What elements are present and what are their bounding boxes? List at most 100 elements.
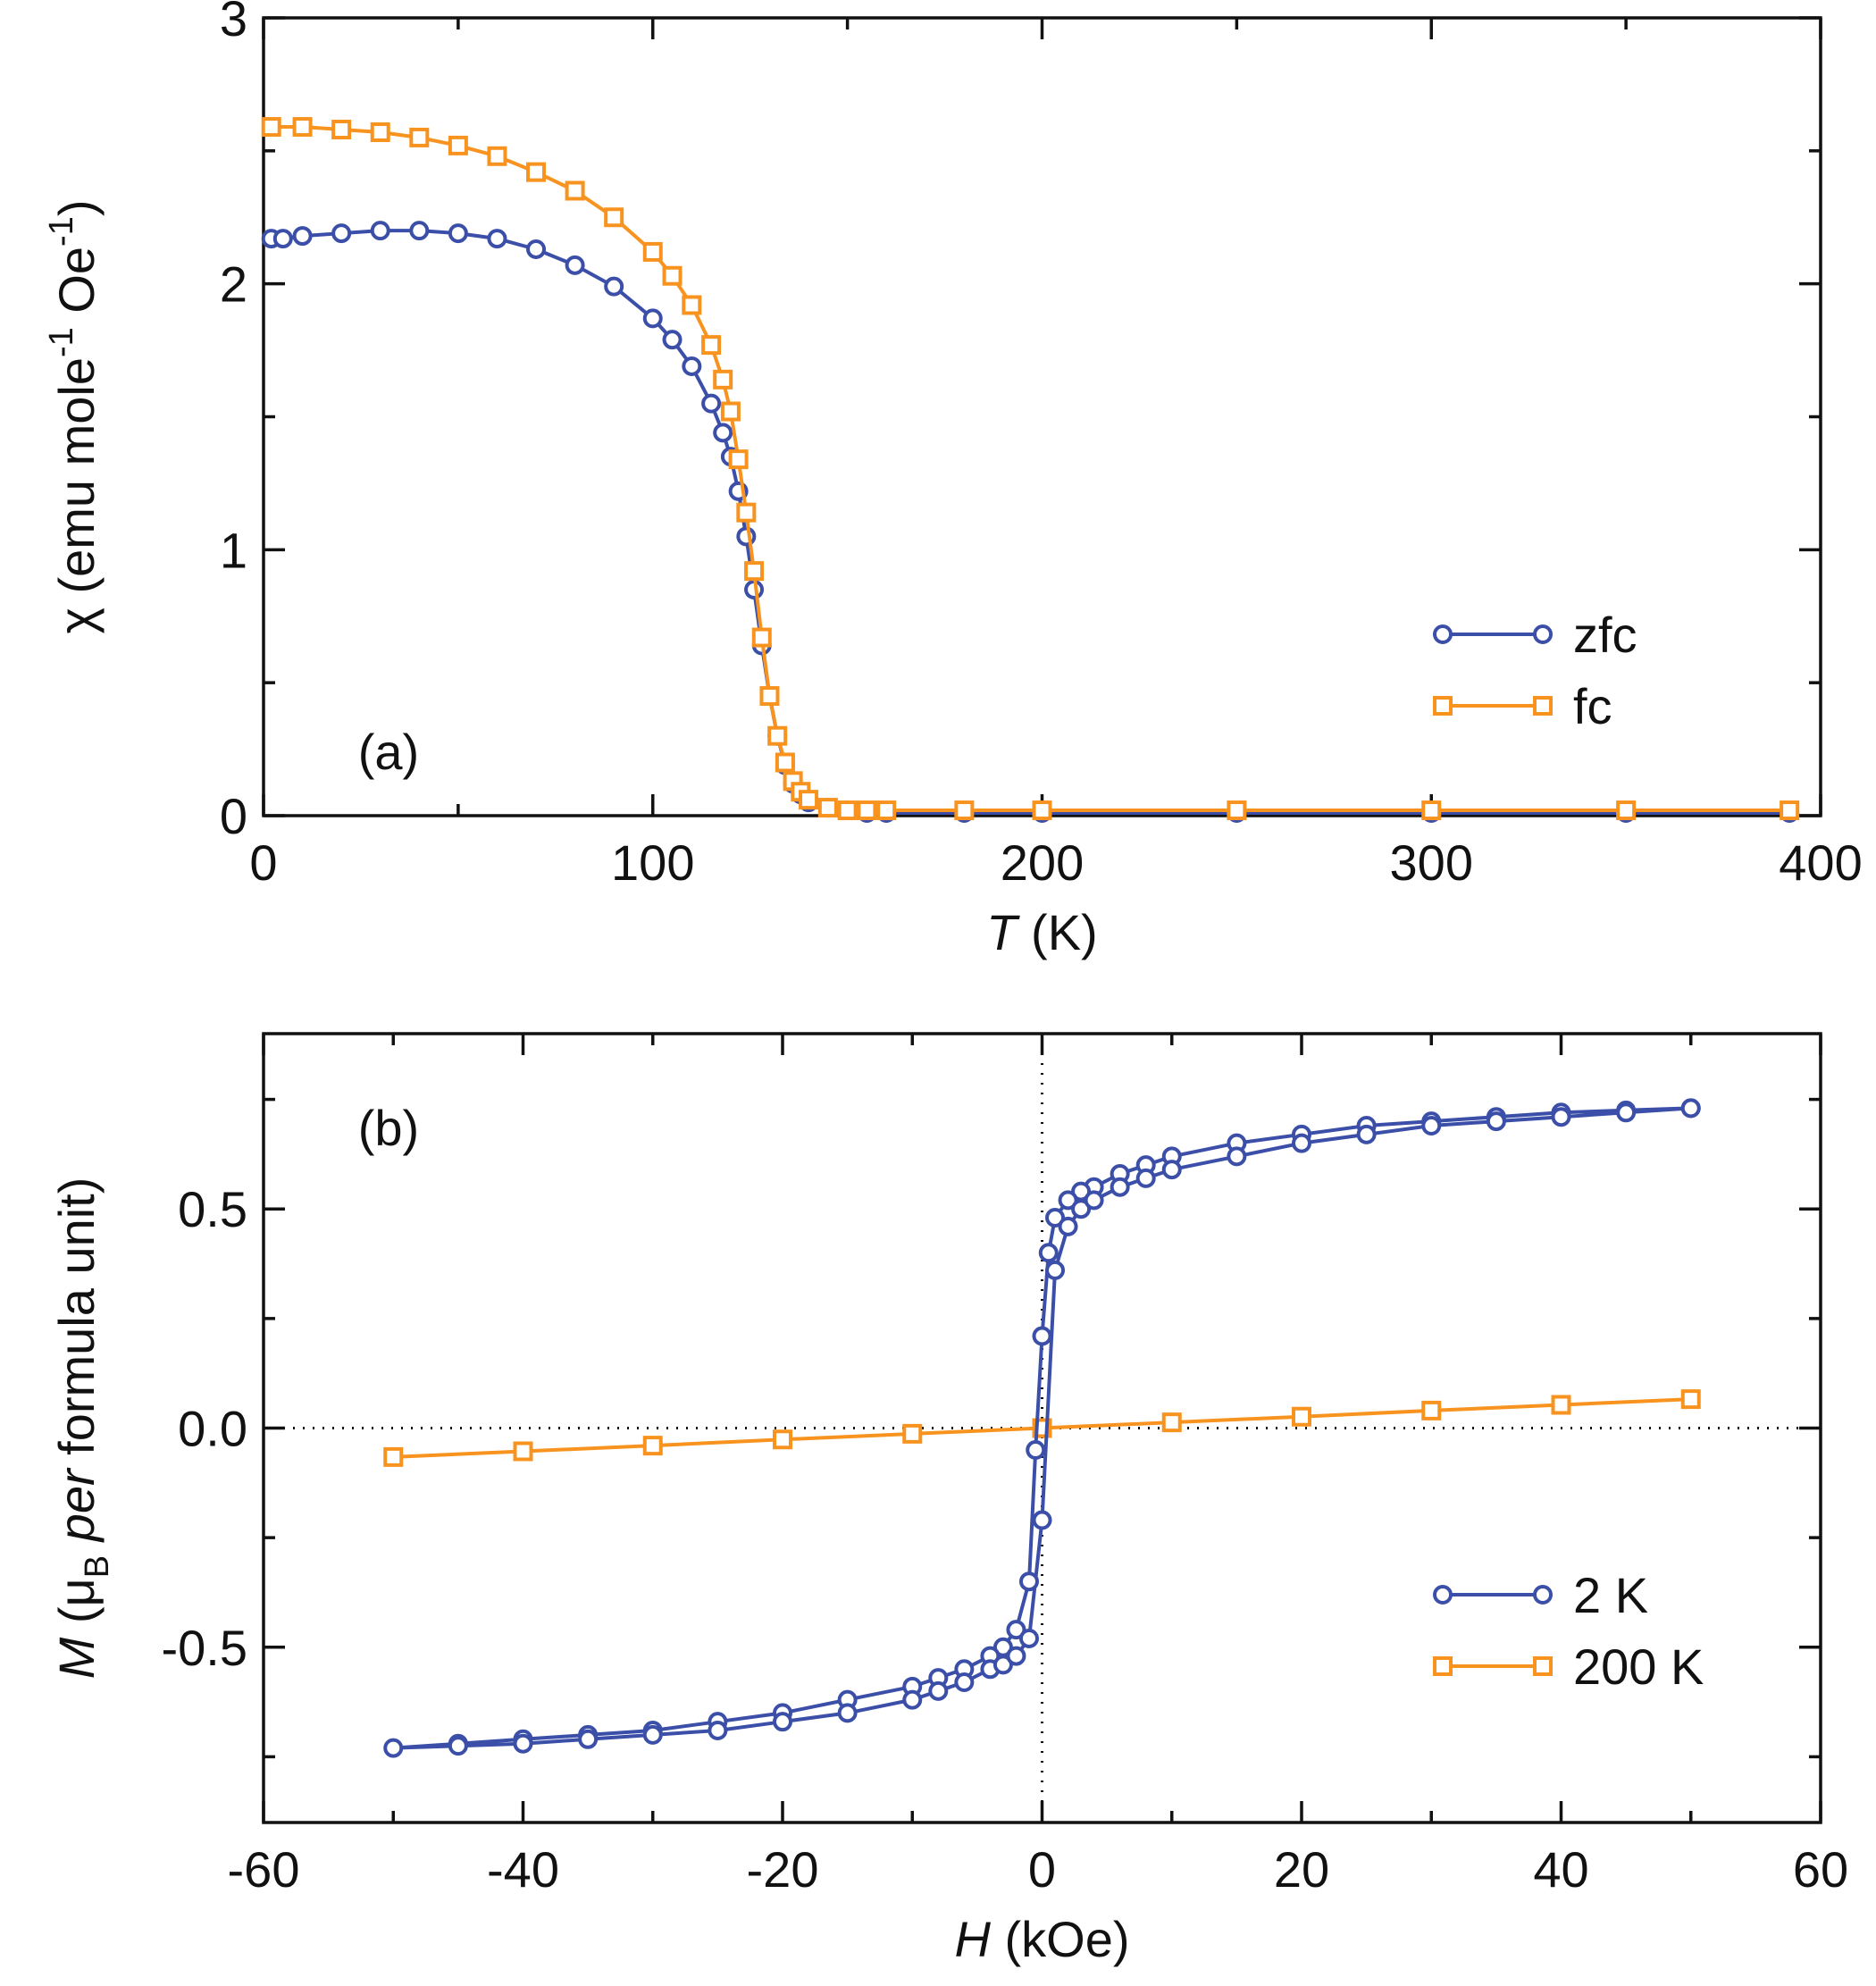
data-point: [837, 800, 858, 821]
data-point: [370, 122, 390, 142]
legend-marker: [1433, 1656, 1453, 1676]
data-point: [1032, 1510, 1052, 1530]
data-point: [642, 1724, 663, 1745]
data-point: [642, 308, 663, 329]
data-point: [565, 255, 585, 275]
y-axis-text: (μ: [48, 1578, 105, 1637]
data-point: [1616, 1102, 1637, 1123]
data-point: [759, 686, 780, 707]
data-point: [526, 162, 547, 182]
data-point: [1680, 1098, 1701, 1119]
data-point: [1551, 1395, 1571, 1415]
data-point: [682, 295, 702, 315]
y-axis-superscript: -1: [43, 327, 80, 357]
x-axis-symbol: T: [986, 904, 1020, 960]
data-point: [701, 393, 722, 414]
x-axis-unit: (K): [1018, 904, 1098, 960]
panel-b-magnetization-vs-field: -60 -40 -20 0 20 40 60 -0.5 0.0 0.5 H (kOe) M (μB p…: [48, 1032, 1848, 1967]
data-point: [383, 1446, 404, 1467]
x-axis-title: H (kOe): [954, 1911, 1129, 1967]
x-tick-label: -40: [487, 1841, 559, 1898]
data-point: [773, 1429, 792, 1450]
y-axis-text: ): [48, 200, 105, 217]
y-tick-label: 0: [220, 788, 247, 844]
data-point: [662, 330, 683, 350]
data-point: [992, 1655, 1013, 1675]
x-axis-title: T (K): [986, 904, 1097, 960]
x-tick-label: 0: [1028, 1841, 1056, 1898]
data-point: [817, 798, 838, 818]
data-point: [773, 1712, 792, 1732]
data-point: [1421, 800, 1442, 821]
x-tick-label: 100: [611, 834, 694, 891]
data-point: [1032, 1326, 1052, 1346]
data-point: [292, 226, 313, 247]
y-axis-title: M (μB per formula unit): [48, 1177, 116, 1680]
x-tick-label: 400: [1779, 834, 1862, 891]
data-point: [1292, 1406, 1311, 1427]
data-point: [1292, 1133, 1311, 1153]
data-point: [261, 117, 281, 138]
x-tick-label: -20: [747, 1841, 819, 1898]
y-tick-label: 0.0: [178, 1401, 247, 1457]
data-point: [720, 401, 741, 422]
data-point: [1038, 1243, 1059, 1263]
data-point: [1026, 1440, 1046, 1461]
data-point: [409, 221, 430, 241]
data-point: [1058, 1190, 1078, 1211]
data-point: [1084, 1190, 1104, 1211]
y-axis-text: χ (emu mole: [48, 357, 105, 633]
data-point: [1780, 800, 1800, 821]
panel-label: (a): [358, 724, 419, 780]
legend-label: 2 K: [1573, 1567, 1648, 1623]
y-tick-label: 0.5: [178, 1181, 247, 1237]
data-point: [902, 1689, 923, 1710]
y-axis-title: χ (emu mole-1 Oe-1): [43, 200, 105, 634]
legend-label: fc: [1573, 678, 1612, 734]
legend-marker: [1433, 624, 1453, 644]
y-tick-label: 2: [220, 256, 247, 313]
data-point: [578, 1729, 599, 1749]
data-point: [1071, 1199, 1092, 1219]
data-point: [1421, 1116, 1442, 1136]
data-point: [1018, 1628, 1039, 1648]
legend-marker: [1433, 1585, 1453, 1605]
data-point: [1006, 1646, 1026, 1666]
series-200-k: [383, 1389, 1701, 1467]
legend-item-200-k: 200 K: [1433, 1638, 1704, 1695]
data-point: [902, 1423, 923, 1444]
legend-item-zfc: zfc: [1433, 607, 1637, 663]
legend-label: zfc: [1573, 607, 1637, 663]
legend-marker: [1533, 1656, 1553, 1676]
x-tick-label: 60: [1793, 1841, 1848, 1898]
data-point: [448, 1736, 468, 1756]
data-point: [1161, 1160, 1182, 1180]
y-tick-label: -0.5: [162, 1620, 248, 1676]
y-axis-superscript: -1: [43, 216, 80, 247]
data-point: [604, 207, 624, 228]
data-point: [642, 241, 663, 262]
data-point: [1227, 1146, 1247, 1167]
data-point: [1551, 1107, 1571, 1127]
data-point: [837, 1703, 858, 1723]
data-point: [409, 127, 430, 147]
y-axis-text: formula unit): [48, 1177, 105, 1470]
data-point: [642, 1436, 663, 1456]
legend-label: 200 K: [1573, 1638, 1704, 1695]
x-tick-label: 20: [1274, 1841, 1329, 1898]
data-point: [370, 221, 390, 241]
data-point: [1045, 1208, 1066, 1228]
data-point: [526, 239, 547, 259]
data-point: [448, 135, 468, 155]
data-point: [565, 180, 585, 201]
data-point: [1421, 1400, 1442, 1420]
data-point: [331, 223, 352, 244]
y-tick-label: 3: [220, 0, 247, 46]
data-point: [604, 276, 624, 297]
data-point: [1135, 1168, 1156, 1188]
data-point: [292, 117, 313, 138]
data-point: [701, 335, 722, 356]
data-point: [331, 120, 352, 140]
data-point: [1018, 1571, 1039, 1592]
data-point: [1680, 1389, 1701, 1410]
